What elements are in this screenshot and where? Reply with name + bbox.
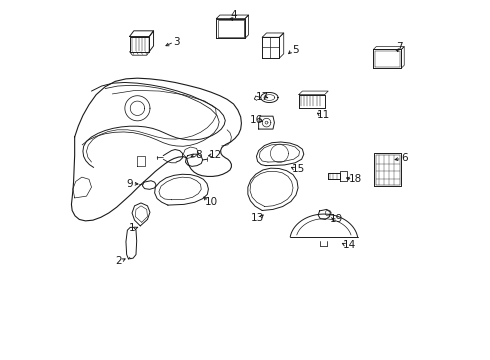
Text: 5: 5 bbox=[292, 45, 298, 55]
Text: 14: 14 bbox=[343, 240, 356, 250]
Text: 6: 6 bbox=[401, 153, 408, 163]
Text: 18: 18 bbox=[349, 174, 362, 184]
Text: 10: 10 bbox=[204, 197, 218, 207]
Text: 7: 7 bbox=[396, 42, 402, 52]
Text: 2: 2 bbox=[116, 256, 122, 266]
Text: 1: 1 bbox=[129, 224, 135, 233]
Text: 16: 16 bbox=[250, 115, 263, 125]
Text: 15: 15 bbox=[292, 164, 305, 174]
Text: 13: 13 bbox=[251, 213, 264, 222]
Text: 8: 8 bbox=[195, 150, 202, 160]
Text: 4: 4 bbox=[230, 10, 237, 20]
Text: 11: 11 bbox=[317, 111, 331, 121]
Text: 12: 12 bbox=[209, 150, 222, 160]
Text: 3: 3 bbox=[173, 37, 180, 47]
Text: 19: 19 bbox=[330, 215, 343, 224]
Text: 17: 17 bbox=[256, 92, 269, 102]
Text: 9: 9 bbox=[126, 179, 133, 189]
